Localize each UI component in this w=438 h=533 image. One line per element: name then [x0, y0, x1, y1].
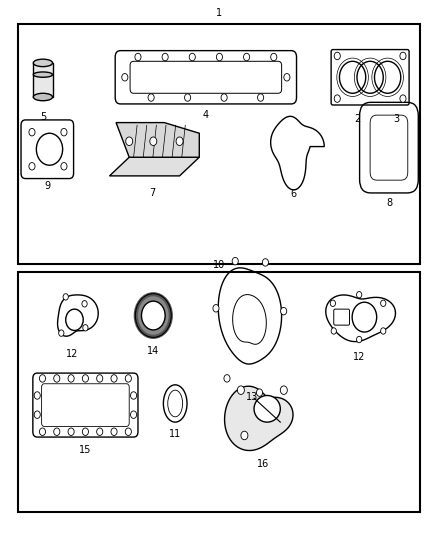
Circle shape: [262, 259, 268, 266]
Circle shape: [184, 94, 191, 101]
Circle shape: [176, 137, 183, 146]
Text: 12: 12: [353, 352, 365, 362]
Circle shape: [97, 375, 103, 382]
Circle shape: [141, 301, 165, 330]
Circle shape: [97, 428, 103, 435]
Text: 13: 13: [246, 392, 258, 402]
Circle shape: [148, 94, 154, 101]
Circle shape: [357, 292, 362, 298]
Text: 9: 9: [44, 181, 50, 191]
Circle shape: [63, 294, 68, 300]
Circle shape: [82, 301, 87, 307]
Circle shape: [29, 128, 35, 136]
Circle shape: [68, 428, 74, 435]
Circle shape: [221, 94, 227, 101]
Circle shape: [400, 95, 406, 102]
Circle shape: [61, 163, 67, 170]
Circle shape: [150, 137, 157, 146]
Circle shape: [125, 428, 131, 435]
Text: 4: 4: [203, 110, 209, 120]
Text: 14: 14: [147, 346, 159, 357]
Text: 15: 15: [79, 445, 92, 455]
Circle shape: [68, 375, 74, 382]
Circle shape: [256, 389, 262, 397]
Circle shape: [244, 53, 250, 61]
Circle shape: [136, 294, 171, 337]
Polygon shape: [110, 157, 199, 176]
Circle shape: [189, 53, 195, 61]
Circle shape: [213, 304, 219, 312]
Circle shape: [232, 257, 238, 265]
Circle shape: [331, 328, 336, 334]
Text: 10: 10: [213, 261, 225, 270]
Circle shape: [357, 336, 362, 343]
Text: 3: 3: [393, 114, 399, 124]
Text: 5: 5: [40, 112, 46, 122]
Circle shape: [237, 386, 244, 394]
Ellipse shape: [33, 72, 53, 77]
Ellipse shape: [254, 395, 280, 422]
Circle shape: [381, 328, 386, 334]
Text: 7: 7: [149, 188, 155, 198]
Circle shape: [271, 53, 277, 61]
Text: 6: 6: [290, 189, 297, 199]
Polygon shape: [225, 386, 293, 450]
Circle shape: [280, 386, 287, 394]
Circle shape: [135, 53, 141, 61]
Circle shape: [54, 428, 60, 435]
Circle shape: [39, 375, 46, 382]
Circle shape: [59, 330, 64, 336]
Ellipse shape: [33, 59, 53, 67]
Circle shape: [82, 428, 88, 435]
Text: 1: 1: [216, 9, 222, 18]
Circle shape: [400, 52, 406, 60]
Ellipse shape: [33, 93, 53, 101]
Circle shape: [216, 53, 223, 61]
Circle shape: [330, 300, 336, 306]
Circle shape: [258, 94, 264, 101]
Circle shape: [126, 137, 133, 146]
Circle shape: [131, 392, 137, 399]
Circle shape: [125, 375, 131, 382]
Circle shape: [39, 428, 46, 435]
Circle shape: [29, 163, 35, 170]
Text: 11: 11: [169, 429, 181, 439]
Text: 12: 12: [66, 349, 78, 359]
Circle shape: [34, 392, 40, 399]
Circle shape: [122, 74, 128, 81]
FancyBboxPatch shape: [33, 63, 53, 97]
Circle shape: [82, 375, 88, 382]
FancyBboxPatch shape: [18, 272, 420, 512]
Circle shape: [224, 375, 230, 382]
Circle shape: [111, 375, 117, 382]
Circle shape: [281, 308, 287, 315]
Circle shape: [284, 74, 290, 81]
Circle shape: [83, 325, 88, 331]
Polygon shape: [116, 123, 199, 157]
Circle shape: [54, 375, 60, 382]
Circle shape: [111, 428, 117, 435]
Circle shape: [334, 95, 340, 102]
Text: 2: 2: [355, 114, 361, 124]
Circle shape: [334, 52, 340, 60]
Circle shape: [61, 128, 67, 136]
Circle shape: [131, 411, 137, 418]
Circle shape: [162, 53, 168, 61]
Circle shape: [34, 411, 40, 418]
Circle shape: [381, 300, 386, 306]
Text: 8: 8: [386, 198, 392, 208]
Circle shape: [241, 431, 248, 440]
Text: 16: 16: [257, 459, 269, 470]
FancyBboxPatch shape: [18, 24, 420, 264]
